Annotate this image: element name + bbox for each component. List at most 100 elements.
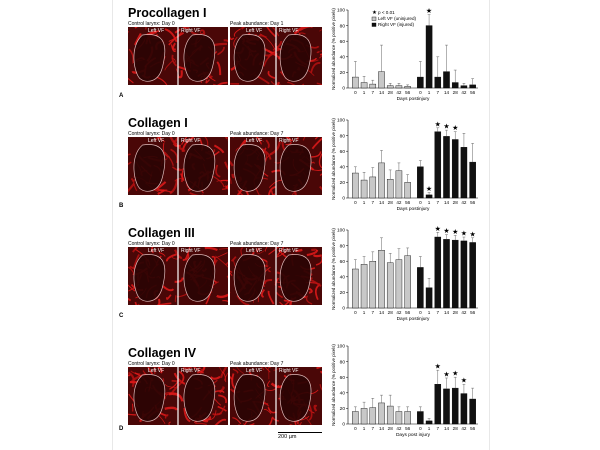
x-tick-label: 7 <box>372 90 375 95</box>
y-tick-label: 60 <box>340 375 346 381</box>
bar <box>469 398 476 425</box>
bar <box>386 405 394 425</box>
left-vf-label: Left VF <box>148 248 165 254</box>
y-tick-label: 60 <box>340 39 346 45</box>
bar <box>469 242 476 309</box>
panel-b: Collagen I Control larynx: Day 0 Peak ab… <box>0 110 600 222</box>
bar <box>417 76 424 89</box>
legend-note: p < 0.01 <box>378 10 395 15</box>
bar <box>352 411 359 425</box>
bar <box>352 172 359 199</box>
panel-letter: D <box>119 426 124 432</box>
x-tick-label: 14 <box>444 200 450 205</box>
y-axis-label: Normalized abundance (% positive pixels) <box>331 344 336 426</box>
left-vf-label: Left VF <box>246 28 263 34</box>
x-tick-label: 1 <box>428 90 431 95</box>
panel-title: Collagen I <box>128 116 188 130</box>
right-vf-label: Right VF <box>181 28 201 34</box>
x-tick-label: 42 <box>461 426 467 431</box>
x-axis-label: Days post injury <box>396 432 431 438</box>
bar <box>395 259 403 309</box>
x-tick-label: 14 <box>379 200 385 205</box>
x-tick-label: 42 <box>461 200 467 205</box>
control-micrograph: Left VF Right VF <box>128 27 228 85</box>
legend-star: ★ <box>372 10 377 16</box>
panel-c: Collagen III Control larynx: Day 0 Peak … <box>0 220 600 332</box>
x-tick-label: 0 <box>419 200 422 205</box>
peak-caption: Peak abundance: Day 7 <box>230 241 284 247</box>
y-tick-label: 60 <box>340 259 346 265</box>
legend-swatch-right <box>371 22 377 27</box>
bar <box>386 85 394 89</box>
left-vf-label: Left VF <box>246 138 263 144</box>
right-vf-label: Right VF <box>181 138 201 144</box>
significance-star: ★ <box>452 124 458 132</box>
bar <box>360 408 368 425</box>
significance-star: ★ <box>461 377 467 385</box>
y-tick-label: 40 <box>340 55 346 61</box>
x-tick-label: 0 <box>354 200 357 205</box>
bar <box>425 287 433 309</box>
x-tick-label: 42 <box>396 310 402 315</box>
x-tick-label: 1 <box>428 310 431 315</box>
control-caption: Control larynx: Day 0 <box>128 21 175 27</box>
x-tick-label: 14 <box>379 90 385 95</box>
x-tick-label: 7 <box>437 310 440 315</box>
panel-title: Procollagen I <box>128 6 207 20</box>
right-vf-label: Right VF <box>279 28 299 34</box>
x-tick-label: 7 <box>372 200 375 205</box>
x-tick-label: 56 <box>470 90 476 95</box>
bar <box>378 71 385 89</box>
x-tick-label: 56 <box>470 426 476 431</box>
x-tick-label: 14 <box>444 90 450 95</box>
bar <box>451 387 459 425</box>
bar <box>469 84 476 89</box>
panel-letter: C <box>119 313 124 319</box>
bar <box>443 71 450 89</box>
peak-micrograph: Left VF Right VF <box>230 137 322 195</box>
significance-star: ★ <box>461 230 467 238</box>
x-tick-label: 7 <box>437 90 440 95</box>
y-tick-label: 0 <box>342 306 345 312</box>
bar <box>360 82 368 89</box>
bar <box>352 268 359 309</box>
y-tick-label: 20 <box>340 406 346 412</box>
bar <box>425 25 433 89</box>
significance-star: ★ <box>426 7 432 15</box>
x-tick-label: 7 <box>437 200 440 205</box>
peak-caption: Peak abundance: Day 7 <box>230 131 284 137</box>
x-tick-label: 1 <box>363 426 366 431</box>
bar <box>369 83 377 89</box>
panel-letter: B <box>119 203 124 209</box>
x-tick-label: 0 <box>354 310 357 315</box>
x-axis-label: Days postinjury <box>397 206 430 212</box>
control-caption: Control larynx: Day 0 <box>128 241 175 247</box>
x-tick-label: 42 <box>396 90 402 95</box>
control-micrograph: Left VF Right VF <box>128 367 228 425</box>
panel-a: Procollagen I Control larynx: Day 0 Peak… <box>0 0 600 112</box>
bar <box>404 411 411 425</box>
peak-caption: Peak abundance: Day 1 <box>230 21 284 27</box>
peak-caption: Peak abundance: Day 7 <box>230 361 284 367</box>
x-tick-label: 28 <box>388 426 394 431</box>
y-tick-label: 40 <box>340 165 346 171</box>
right-vf-label: Right VF <box>279 368 299 374</box>
bar <box>360 179 368 199</box>
x-tick-label: 0 <box>419 426 422 431</box>
x-axis-label: Days postinjury <box>397 316 430 322</box>
x-tick-label: 28 <box>388 200 394 205</box>
left-vf-label: Left VF <box>148 138 165 144</box>
significance-star: ★ <box>426 185 432 193</box>
y-tick-label: 100 <box>337 8 345 14</box>
x-tick-label: 14 <box>444 310 450 315</box>
significance-star: ★ <box>435 120 441 128</box>
y-tick-label: 40 <box>340 391 346 397</box>
bar <box>369 407 377 425</box>
significance-star: ★ <box>452 370 458 378</box>
scale-bar-label: 200 µm <box>278 434 297 440</box>
bar <box>434 384 442 425</box>
control-micrograph: Left VF Right VF <box>128 137 228 195</box>
bar-chart: 0 20 40 60 80 100 Normalized abundance (% posi… <box>326 220 482 332</box>
x-tick-label: 0 <box>419 90 422 95</box>
y-tick-label: 80 <box>340 23 346 29</box>
